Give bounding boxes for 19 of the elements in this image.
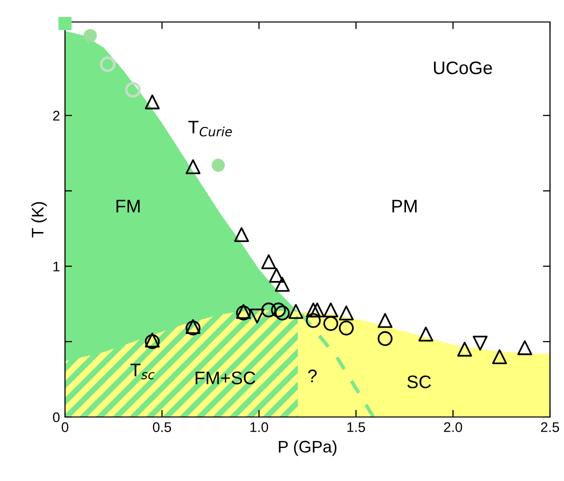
x-tick-label: 1.5 — [347, 422, 366, 432]
y-tick-label: 0 — [52, 412, 60, 422]
x-axis-title: P (GPa) — [278, 440, 336, 456]
x-tick-label: 2.0 — [444, 422, 462, 432]
annotation: FM — [116, 200, 140, 212]
x-tick-label: 2.5 — [541, 422, 560, 432]
annotation: T$_{sc}$ — [130, 364, 155, 380]
y-axis-title: T (K) — [31, 202, 47, 238]
annotation: FM+SC — [196, 372, 256, 384]
y-tick-label: 2 — [53, 110, 60, 121]
x-tick-label: 1.0 — [250, 422, 268, 432]
annotation: ? — [308, 370, 317, 382]
annotation: UCoGe — [434, 61, 492, 74]
annotation: SC — [407, 375, 431, 388]
annotation: T$_{Curie}$ — [188, 120, 232, 136]
y-tick-label: 1 — [53, 262, 60, 272]
x-tick-label: 0.5 — [152, 422, 172, 432]
x-tick-label: 0 — [62, 422, 68, 432]
annotation: PM — [392, 200, 417, 212]
